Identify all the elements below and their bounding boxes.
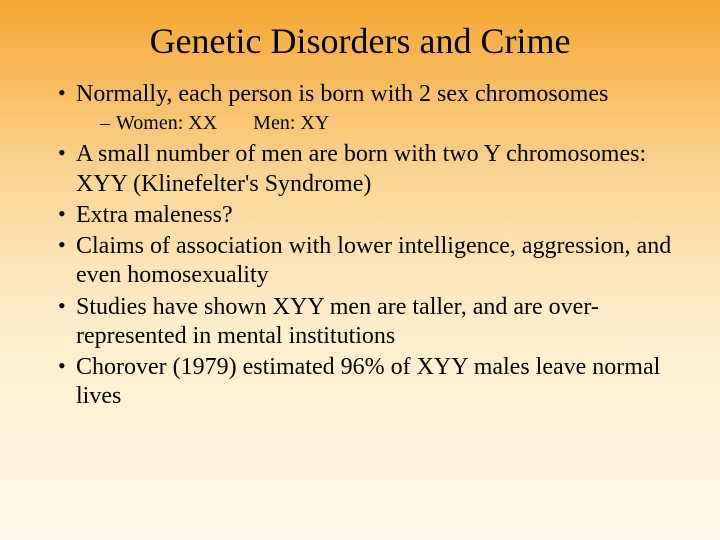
bullet-list: Normally, each person is born with 2 sex…: [30, 80, 690, 412]
list-item: Chorover (1979) estimated 96% of XYY mal…: [58, 353, 690, 412]
list-item: Studies have shown XYY men are taller, a…: [58, 293, 690, 352]
sub-text-b: Men: XY: [253, 112, 329, 134]
list-item: Extra maleness?: [58, 201, 690, 230]
bullet-text: Studies have shown XYY men are taller, a…: [76, 294, 599, 349]
list-item: A small number of men are born with two …: [58, 140, 690, 199]
bullet-text: Claims of association with lower intelli…: [76, 233, 671, 288]
bullet-text: A small number of men are born with two …: [76, 141, 646, 196]
list-item: Claims of association with lower intelli…: [58, 232, 690, 291]
bullet-text: Extra maleness?: [76, 202, 233, 228]
list-item: Normally, each person is born with 2 sex…: [58, 80, 690, 136]
slide-title: Genetic Disorders and Crime: [30, 20, 690, 62]
bullet-text: Chorover (1979) estimated 96% of XYY mal…: [76, 354, 660, 409]
sub-list: Women: XX Men: XY: [76, 111, 690, 136]
sub-text-a: Women: XX: [116, 112, 217, 134]
sub-list-item: Women: XX Men: XY: [100, 111, 690, 136]
bullet-text: Normally, each person is born with 2 sex…: [76, 81, 608, 107]
